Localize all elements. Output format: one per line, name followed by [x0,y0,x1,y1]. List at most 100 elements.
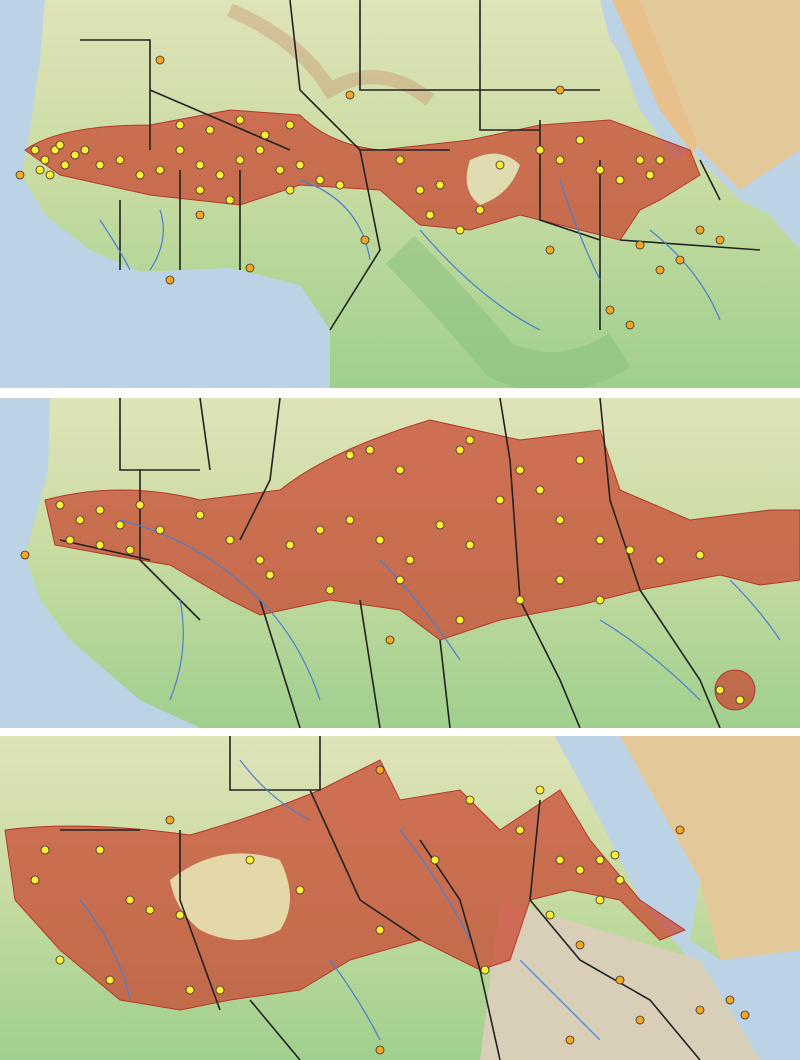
sighting-dot [655,155,665,165]
sighting-dot [415,185,425,195]
arabia [610,0,700,160]
red-sea [600,0,690,160]
sighting-dot [430,855,440,865]
sighting-dot [555,575,565,585]
sighting-dot [95,160,105,170]
sighting-dot [45,170,55,180]
sighting-dot [465,540,475,550]
sighting-dot [635,1015,645,1025]
sighting-dot [595,595,605,605]
sighting-dot [275,165,285,175]
sighting-dot [465,435,475,445]
range-gap [466,153,520,205]
sighting-dot [345,515,355,525]
panel-sahel-east [0,736,800,1060]
range-patch [714,669,756,711]
sighting-dot [435,180,445,190]
range-area [4,759,687,1011]
sighting-dot [555,515,565,525]
sighting-dot [625,545,635,555]
sighting-dot [95,505,105,515]
sighting-dot [65,535,75,545]
sightings [15,55,725,330]
sighting-dot [555,85,565,95]
sighting-dot [315,175,325,185]
sighting-dot [70,150,80,160]
sighting-dot [195,160,205,170]
sighting-dot [635,240,645,250]
sighting-dot [405,555,415,565]
sighting-dot [695,550,705,560]
sighting-dot [40,845,50,855]
panel-africa-north [0,0,800,388]
sighting-dot [475,205,485,215]
sighting-dot [395,465,405,475]
sighting-dot [325,585,335,595]
sighting-dot [225,195,235,205]
sighting-dot [515,465,525,475]
sighting-dot [165,275,175,285]
sighting-dot [625,320,635,330]
sighting-dot [535,785,545,795]
sighting-dot [255,145,265,155]
sighting-dot [125,895,135,905]
sighting-dot [535,145,545,155]
sighting-dot [395,155,405,165]
range-gap [170,853,290,940]
sighting-dot [175,910,185,920]
sighting-dot [80,145,90,155]
sighting-dot [345,90,355,100]
sighting-dot [295,160,305,170]
sighting-dot [125,545,135,555]
sighting-dot [255,555,265,565]
sighting-dot [395,575,405,585]
sighting-dot [195,185,205,195]
sighting-dot [385,635,395,645]
sighting-dot [605,305,615,315]
sighting-dot [335,180,345,190]
sighting-dot [95,845,105,855]
sighting-dot [435,520,445,530]
sighting-dot [35,165,45,175]
sighting-dot [155,55,165,65]
sighting-dot [715,235,725,245]
forest [385,235,631,388]
sighting-dot [20,550,30,560]
sighting-dot [635,155,645,165]
sighting-dot [145,905,155,915]
sighting-dot [615,975,625,985]
sighting-dot [375,765,385,775]
sighting-dot [615,175,625,185]
sightings [30,765,750,1055]
sighting-dot [735,695,745,705]
sighting-dot [575,135,585,145]
sighting-dot [285,185,295,195]
sighting-dot [375,925,385,935]
sighting-dot [535,485,545,495]
sighting-dot [135,500,145,510]
sighting-dot [595,165,605,175]
sighting-dot [495,495,505,505]
sighting-dot [565,1035,575,1045]
sighting-dot [55,500,65,510]
sighting-dot [95,540,105,550]
sighting-dot [555,855,565,865]
sighting-dot [595,535,605,545]
sighting-dot [155,525,165,535]
sighting-dot [115,520,125,530]
sighting-dot [365,445,375,455]
sighting-dot [515,825,525,835]
sighting-dot [725,995,735,1005]
range-area [24,109,701,241]
sighting-dot [610,850,620,860]
range-area [44,419,800,641]
sighting-dot [575,865,585,875]
sighting-dot [545,245,555,255]
sighting-dot [515,595,525,605]
sighting-dot [105,975,115,985]
sighting-dot [215,170,225,180]
sighting-dot [465,795,475,805]
sighting-dot [345,450,355,460]
sighting-dot [235,115,245,125]
